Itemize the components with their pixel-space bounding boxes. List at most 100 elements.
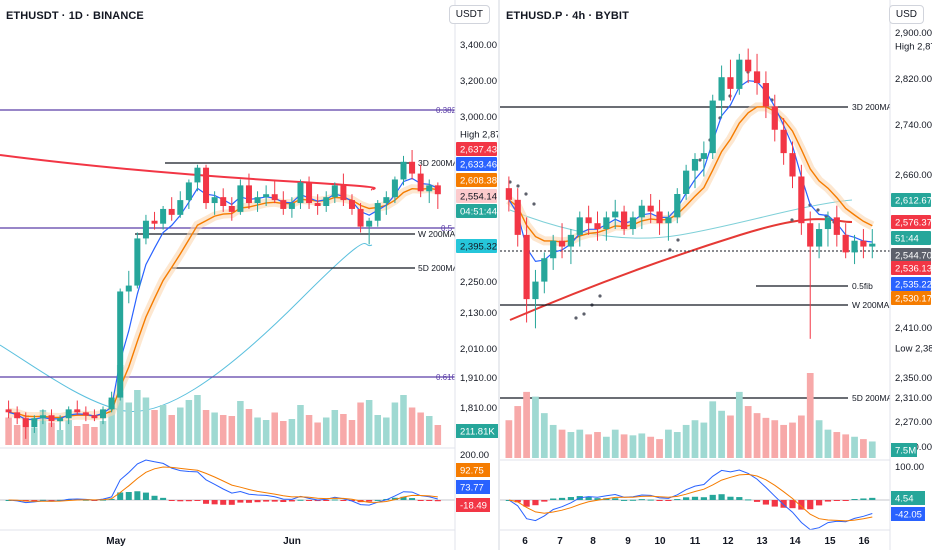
macd-histogram-bar bbox=[727, 496, 734, 500]
volume-bar bbox=[48, 422, 55, 445]
y-tick-label: 2,310.00 bbox=[895, 393, 932, 404]
volume-bar bbox=[116, 365, 124, 445]
candle-body bbox=[780, 129, 787, 154]
candle-body bbox=[245, 185, 252, 204]
price-tag bbox=[456, 189, 497, 203]
candle-body bbox=[31, 418, 38, 428]
candle-body bbox=[807, 223, 814, 247]
price-tag bbox=[891, 215, 931, 229]
volume-bar bbox=[99, 421, 107, 445]
price-tag bbox=[891, 341, 931, 355]
x-tick-label: 7 bbox=[557, 536, 563, 547]
macd-histogram-bar bbox=[745, 499, 752, 501]
candle-body bbox=[576, 217, 583, 235]
price-tag bbox=[891, 261, 931, 275]
macd-histogram-bar bbox=[718, 494, 725, 500]
panel-divider[interactable] bbox=[498, 0, 500, 550]
macd-histogram-bar bbox=[815, 500, 823, 506]
candle-body bbox=[383, 197, 390, 204]
candle-body bbox=[683, 170, 690, 194]
candle-body bbox=[22, 418, 29, 428]
volume-bar bbox=[576, 429, 584, 458]
volume-bar bbox=[860, 439, 867, 458]
x-tick-label: 6 bbox=[522, 536, 528, 547]
volume-bar bbox=[718, 410, 725, 458]
right-chart-panel[interactable]: ETHUSD.P · 4h · BYBIT USD 3D 200MA 0.5fib… bbox=[500, 0, 932, 550]
price-tag-label: 2,530.17 bbox=[895, 294, 932, 305]
macd-histogram-bar bbox=[280, 500, 287, 503]
volume-bar bbox=[709, 401, 717, 458]
macd-histogram-bar bbox=[125, 492, 132, 500]
y-tick-label: 2,250.00 bbox=[460, 277, 497, 288]
candle-body bbox=[594, 223, 601, 230]
candle-body bbox=[798, 176, 805, 224]
volume-bar bbox=[254, 417, 261, 445]
candle-body bbox=[177, 200, 184, 215]
price-tag bbox=[456, 142, 497, 156]
level-label: 5D 200MA bbox=[418, 263, 458, 273]
macd-histogram-bar bbox=[142, 492, 149, 500]
candle-body bbox=[280, 200, 287, 209]
volume-bar bbox=[611, 429, 619, 458]
candle-body bbox=[348, 200, 355, 209]
volume-bar bbox=[177, 407, 184, 445]
level-label: W 200MA bbox=[852, 300, 890, 310]
left-currency-button[interactable]: USDT bbox=[448, 5, 490, 24]
price-tag-label: 2,544.70 bbox=[895, 251, 932, 262]
candle-body bbox=[736, 59, 743, 89]
volume-bar bbox=[806, 373, 814, 458]
volume-bar bbox=[762, 417, 770, 458]
volume-bar bbox=[505, 420, 513, 458]
candle-body bbox=[271, 194, 278, 201]
price-tag-label: High 2,879.36 bbox=[895, 42, 932, 53]
volume-bar bbox=[374, 415, 381, 445]
volume-bar bbox=[851, 436, 858, 458]
right-currency-button[interactable]: USD bbox=[888, 5, 924, 24]
macd-histogram-bar bbox=[612, 498, 619, 500]
volume-bar bbox=[219, 415, 227, 445]
candle-body bbox=[168, 208, 175, 215]
macd-signal-line bbox=[508, 473, 873, 522]
macd-histogram-bar bbox=[567, 497, 575, 500]
right-chart-svg[interactable]: 3D 200MA 0.5fib W 200MA 5D 200MA 2,900.00 2,8… bbox=[500, 0, 932, 550]
macd-histogram-bar bbox=[434, 500, 441, 502]
sar-dot bbox=[676, 238, 680, 242]
left-chart-panel[interactable]: ETHUSDT · 1D · BINANCE USDT 0.382 0.5 0.61… bbox=[0, 0, 499, 550]
y-tick-label: 2,410.00 bbox=[895, 323, 932, 334]
volume-bar bbox=[74, 426, 81, 445]
volume-tag-label: 211.81K bbox=[460, 427, 495, 438]
macd-histogram-bar bbox=[151, 495, 158, 500]
price-tag-label: 04:51:44 bbox=[460, 207, 497, 218]
candle-body bbox=[65, 409, 72, 419]
macd-histogram-bar bbox=[656, 500, 663, 501]
left-chart-svg[interactable]: 0.382 0.5 0.618 3D 200MA W 200MA 5D 200MA 3,40… bbox=[0, 0, 498, 550]
macd-histogram-bar bbox=[185, 500, 192, 502]
volume-bar bbox=[700, 422, 708, 458]
price-tag bbox=[456, 239, 497, 253]
volume-bar bbox=[82, 424, 90, 445]
volume-bar bbox=[558, 429, 566, 458]
candle-body bbox=[82, 412, 89, 416]
macd-histogram-bar bbox=[558, 497, 566, 500]
candle-body bbox=[331, 185, 338, 198]
volume-bar bbox=[314, 422, 321, 445]
candle-body bbox=[700, 153, 707, 159]
candle-body bbox=[550, 240, 557, 259]
volume-bar bbox=[682, 424, 690, 458]
candle-body bbox=[603, 217, 610, 230]
candle-body bbox=[523, 234, 530, 300]
sar-dot bbox=[790, 218, 794, 222]
candle-body bbox=[638, 205, 645, 218]
macd-histogram-bar bbox=[638, 499, 645, 501]
volume-bar bbox=[262, 420, 270, 445]
candle-body bbox=[709, 100, 716, 154]
sar-dot bbox=[598, 294, 602, 298]
volume-bar bbox=[434, 425, 442, 445]
candle-body bbox=[647, 205, 654, 212]
macd-histogram-bar bbox=[245, 500, 252, 503]
candle-body bbox=[366, 220, 373, 227]
candle-body bbox=[674, 194, 681, 218]
volume-bar bbox=[305, 415, 313, 445]
x-tick-label: 14 bbox=[789, 536, 801, 547]
candle-body bbox=[74, 409, 81, 413]
